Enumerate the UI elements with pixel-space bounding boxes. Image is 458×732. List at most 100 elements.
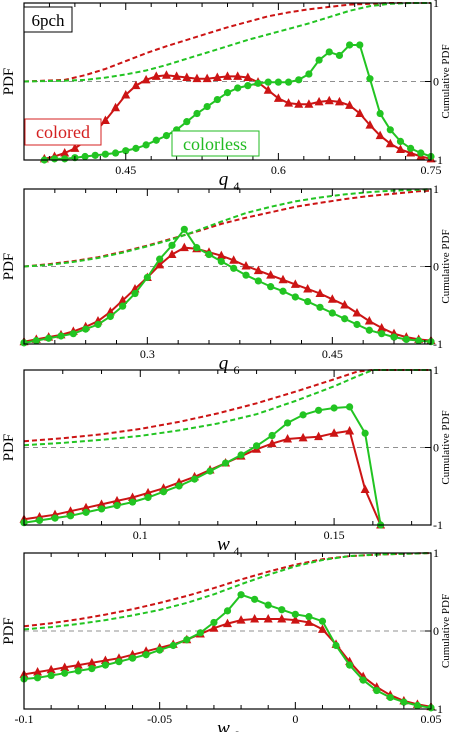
pdf-colored-marker <box>263 85 273 94</box>
pdf-colored-marker <box>385 138 395 148</box>
pdf-colored-marker <box>100 655 110 665</box>
pdf-colorless-marker <box>365 326 373 334</box>
pdf-colorless-marker <box>82 508 90 516</box>
x-tick-label: -0.05 <box>147 712 172 726</box>
pdf-colorless-marker <box>359 676 367 684</box>
pdf-colored-marker <box>324 95 334 105</box>
pdf-colorless-marker <box>373 686 381 695</box>
pdf-colored-marker <box>192 73 202 83</box>
pdf-colorless-marker <box>237 591 245 599</box>
pdf-colorless-marker <box>318 617 327 625</box>
pdf-colorless-marker <box>33 674 42 682</box>
legend-colorless-label: colorless <box>183 134 247 154</box>
pdf-colorless-marker <box>217 257 225 266</box>
pdf-colored-marker <box>209 623 219 632</box>
pdf-colored-marker <box>236 615 246 624</box>
right-tick-label: -1 <box>433 518 443 532</box>
pdf-colorless-marker <box>291 293 299 301</box>
pdf-colorless-marker <box>305 613 313 621</box>
pdf-colored-line <box>23 618 432 708</box>
pdf-colored-marker <box>377 322 387 332</box>
pdf-colorless-marker <box>183 636 191 644</box>
x-tick-label: 0.1 <box>133 528 148 542</box>
pdf-colorless-marker <box>61 669 69 677</box>
pdf-colored-marker <box>303 283 313 293</box>
pdf-colored-marker <box>294 99 304 108</box>
pdf-colorless-marker <box>50 155 59 163</box>
pdf-colored-marker <box>355 108 365 118</box>
pdf-colorless-marker <box>274 78 282 86</box>
cumulative-colorless-line <box>23 552 432 631</box>
pdf-colorless-marker <box>284 78 293 86</box>
pdf-colored-marker <box>105 306 115 316</box>
pdf-colorless-marker <box>88 664 96 673</box>
pdf-colorless-marker <box>97 505 106 513</box>
pdf-colored-marker <box>250 613 260 623</box>
pdf-colorless-marker <box>51 514 59 522</box>
right-tick-label: -1 <box>433 153 443 167</box>
pdf-colored-marker <box>70 143 80 152</box>
pdf-colorless-marker <box>314 406 323 414</box>
y-axis-label-cumulative: Cumulative PDF <box>440 229 452 303</box>
pdf-colored-marker <box>284 98 294 107</box>
pdf-colored-marker <box>304 617 314 626</box>
right-tick-label: 0 <box>433 441 439 455</box>
pdf-colorless-marker <box>190 475 199 483</box>
pdf-colored-marker <box>233 71 243 80</box>
pdf-colorless-marker <box>193 109 201 118</box>
pdf-colored-marker <box>118 295 128 304</box>
pdf-colored-marker <box>212 72 222 82</box>
pdf-colorless-marker <box>330 404 338 412</box>
x-axis-label: w <box>217 718 230 732</box>
x-axis-label-subscript: 6 <box>234 728 240 732</box>
pdf-colored-marker <box>216 250 226 260</box>
pdf-colored-marker <box>315 288 325 298</box>
pdf-colorless-marker <box>193 244 201 252</box>
pdf-colorless-marker <box>91 151 99 159</box>
pdf-colorless-line <box>23 405 382 526</box>
pdf-colorless-marker <box>122 147 130 155</box>
right-tick-label: 1 <box>433 182 439 196</box>
pdf-colored-marker <box>290 279 300 288</box>
pdf-colored-marker <box>151 71 161 80</box>
pdf-colorless-marker <box>402 335 410 344</box>
x-axis-label: w <box>217 534 230 555</box>
x-axis-label: q <box>219 353 229 374</box>
pdf-colored-marker <box>73 660 83 669</box>
pdf-colored-marker <box>33 667 43 676</box>
pdf-colored-marker <box>179 242 189 252</box>
pdf-colored-marker <box>223 618 232 628</box>
pdf-colorless-marker <box>346 41 354 49</box>
y-axis-label-cumulative: Cumulative PDF <box>440 44 452 118</box>
pdf-colored-marker <box>334 96 344 106</box>
pdf-colorless-marker <box>210 618 218 627</box>
pdf-colored-marker <box>100 115 110 124</box>
pdf-colored-marker <box>60 148 70 157</box>
pdf-colorless-marker <box>328 309 336 317</box>
pdf-colorless-marker <box>162 132 171 140</box>
y-axis-label-cumulative: Cumulative PDF <box>440 594 452 668</box>
pdf-colorless-marker <box>175 482 183 490</box>
pdf-colorless-marker <box>254 277 262 285</box>
pdf-colorless-marker <box>230 264 238 272</box>
x-tick-label: 0.15 <box>324 528 345 542</box>
pdf-colorless-marker <box>346 403 354 411</box>
pdf-colored-marker <box>111 102 121 112</box>
right-tick-label: 1 <box>433 546 439 560</box>
cumulative-colorless-line <box>23 369 431 447</box>
pdf-colorless-marker <box>316 303 324 311</box>
pdf-colorless-marker <box>407 144 415 152</box>
pdf-colorless-marker <box>386 693 394 702</box>
pdf-colorless-marker <box>132 144 140 152</box>
pdf-colorless-marker <box>341 315 349 323</box>
pdf-colorless-marker <box>390 333 398 341</box>
pdf-colorless-marker <box>61 155 69 163</box>
pdf-colorless-marker <box>131 289 139 298</box>
pdf-colorless-marker <box>180 225 188 233</box>
pdf-colored-marker <box>131 80 141 90</box>
pdf-colored-marker <box>298 432 308 442</box>
pdf-colored-marker <box>277 613 287 623</box>
pdf-colorless-marker <box>128 498 137 506</box>
cumulative-colored-line <box>23 189 432 268</box>
